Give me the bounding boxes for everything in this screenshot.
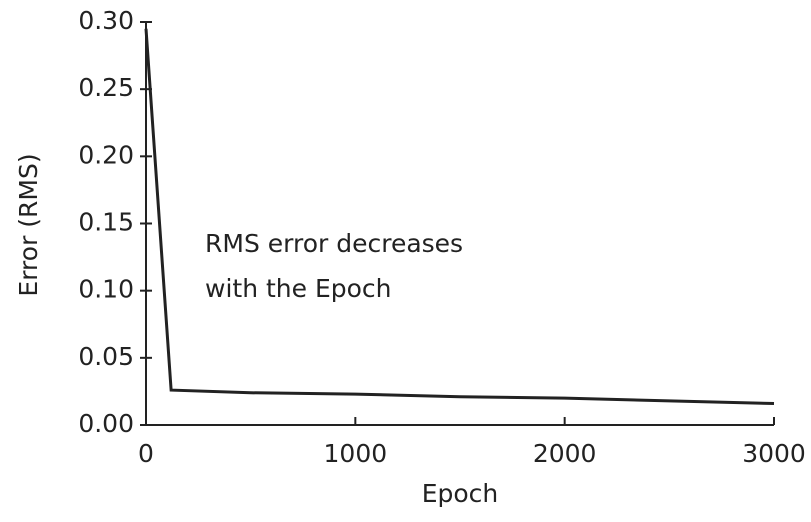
y-tick-label: 0.20 (78, 140, 134, 169)
x-tick-label: 1000 (324, 439, 388, 468)
x-axis-label: Epoch (422, 479, 499, 508)
y-tick-label: 0.15 (78, 208, 134, 237)
y-tick-label: 0.30 (78, 6, 134, 35)
y-axis-label: Error (RMS) (14, 153, 43, 296)
y-tick-label: 0.10 (78, 275, 134, 304)
annotation: with the Epoch (205, 274, 392, 303)
x-tick-label: 3000 (742, 439, 806, 468)
y-tick-label: 0.25 (78, 73, 134, 102)
data-line (144, 28, 775, 406)
x-tick-label: 2000 (533, 439, 597, 468)
y-tick-label: 0.00 (78, 409, 134, 438)
x-tick-label: 0 (138, 439, 154, 468)
annotation: RMS error decreases (205, 229, 463, 258)
y-tick-label: 0.05 (78, 342, 134, 371)
